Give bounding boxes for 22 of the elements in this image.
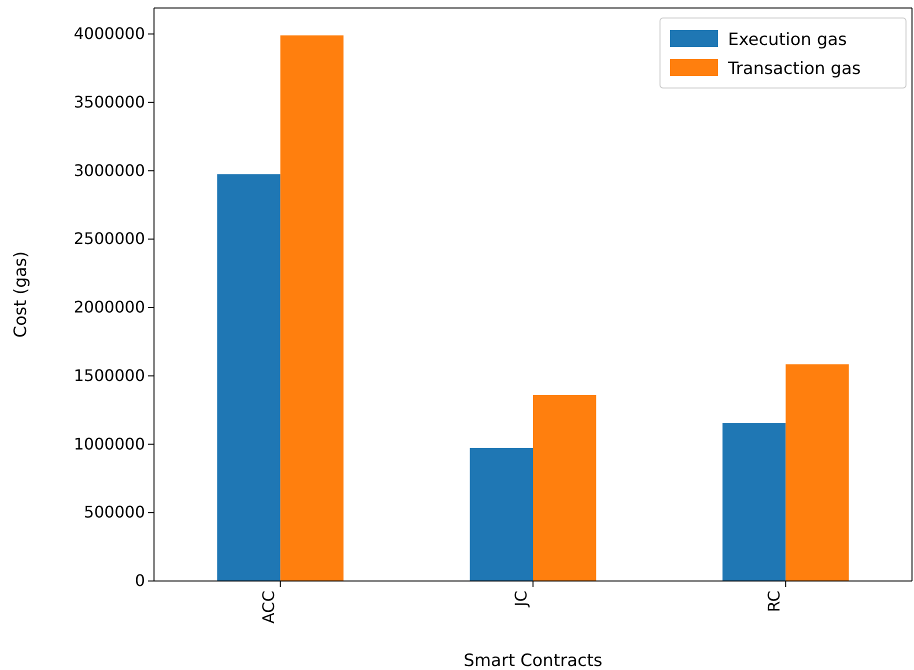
bar [722, 423, 786, 581]
y-tick-label: 0 [134, 571, 145, 590]
y-tick-label: 2000000 [74, 298, 145, 317]
x-tick-label: JC [512, 590, 531, 608]
y-axis-title: Cost (gas) [11, 251, 31, 338]
y-tick-label: 4000000 [74, 24, 145, 44]
y-tick-label: 3000000 [74, 160, 145, 180]
x-tick-label: ACC [258, 590, 278, 624]
x-tick-label: RC [764, 590, 784, 612]
bar [217, 174, 280, 581]
bar [280, 35, 344, 581]
x-axis-title: Smart Contracts [464, 651, 603, 670]
y-tick-label: 1500000 [74, 366, 145, 385]
bar [470, 448, 533, 581]
y-tick-label: 2500000 [74, 229, 145, 248]
y-tick-label: 500000 [84, 502, 145, 522]
bar [786, 364, 849, 581]
y-tick-label: 1000000 [74, 434, 145, 454]
legend-label: Transaction gas [727, 59, 861, 79]
bar [533, 395, 596, 581]
y-tick-label: 3500000 [74, 92, 145, 112]
legend-label: Execution gas [728, 30, 848, 50]
